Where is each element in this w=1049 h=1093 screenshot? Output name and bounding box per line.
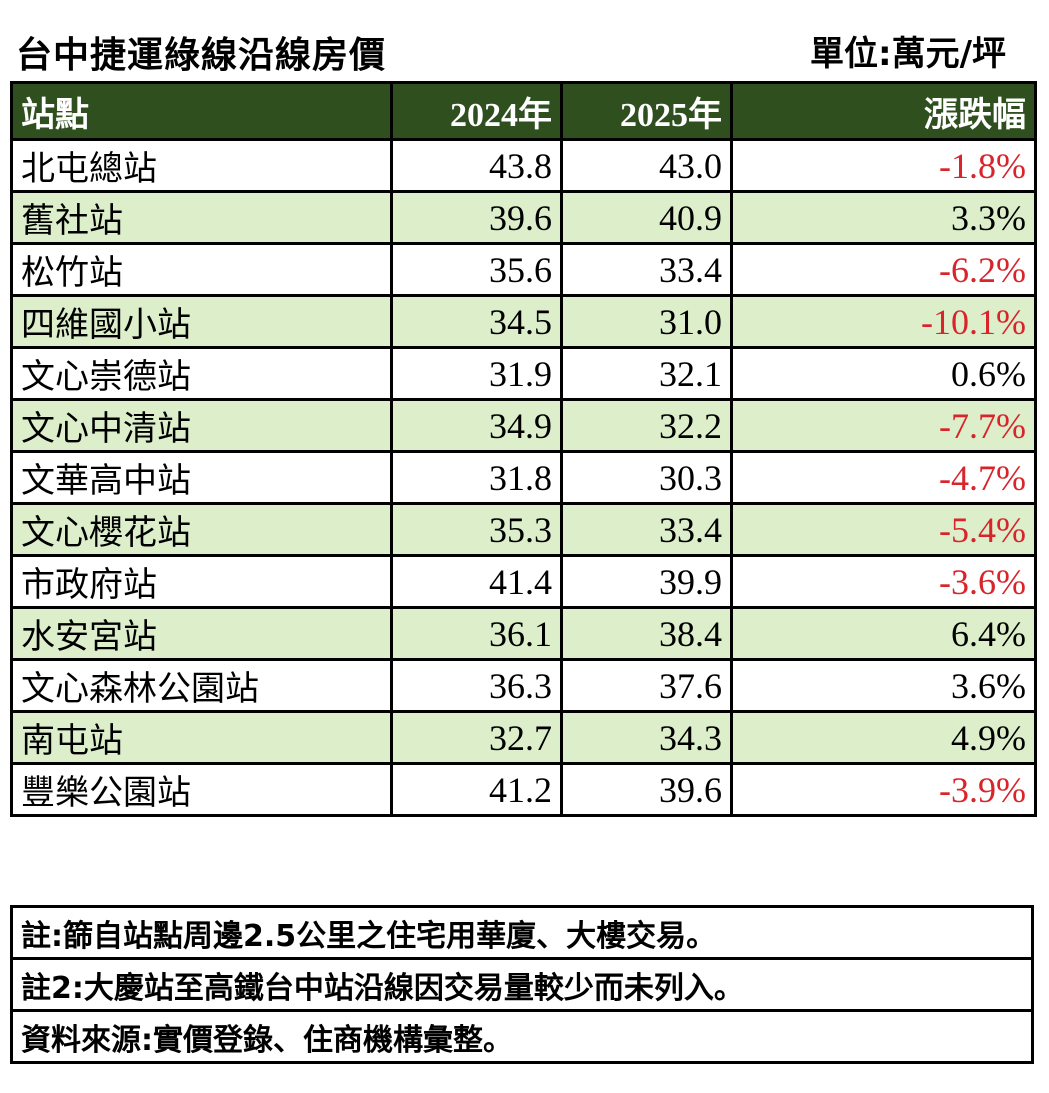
chart-title: 台中捷運綠線沿線房價 <box>16 35 387 76</box>
unit-label: 單位:萬元/坪 <box>809 34 1006 74</box>
change-cell: 3.3% <box>730 190 1037 245</box>
change-cell: -5.4% <box>730 502 1037 557</box>
station-cell: 南屯站 <box>10 710 393 765</box>
value-2024-cell: 36.1 <box>390 606 563 661</box>
value-2025-cell: 39.9 <box>560 554 733 609</box>
note-1: 註:篩自站點周邊2.5公里之住宅用華廈、大樓交易。 <box>10 905 1034 960</box>
change-cell: -3.6% <box>730 554 1037 609</box>
table-header-row: 站點 2024年 2025年 漲跌幅 <box>10 81 1037 141</box>
notes-table: 註:篩自站點周邊2.5公里之住宅用華廈、大樓交易。 註2:大慶站至高鐵台中站沿線… <box>10 905 1034 1064</box>
station-cell: 北屯總站 <box>10 138 393 193</box>
note-2: 註2:大慶站至高鐵台中站沿線因交易量較少而未列入。 <box>10 957 1034 1012</box>
table-row: 文華高中站 31.8 30.3 -4.7% <box>10 450 1037 505</box>
table-row: 四維國小站 34.5 31.0 -10.1% <box>10 294 1037 349</box>
value-2024-cell: 39.6 <box>390 190 563 245</box>
column-header-station: 站點 <box>10 81 393 141</box>
value-2024-cell: 34.5 <box>390 294 563 349</box>
change-cell: 6.4% <box>730 606 1037 661</box>
value-2025-cell: 32.2 <box>560 398 733 453</box>
table-row: 舊社站 39.6 40.9 3.3% <box>10 190 1037 245</box>
change-cell: 0.6% <box>730 346 1037 401</box>
station-cell: 舊社站 <box>10 190 393 245</box>
station-cell: 文心森林公園站 <box>10 658 393 713</box>
table-row: 南屯站 32.7 34.3 4.9% <box>10 710 1037 765</box>
value-2025-cell: 33.4 <box>560 502 733 557</box>
value-2025-cell: 32.1 <box>560 346 733 401</box>
value-2024-cell: 43.8 <box>390 138 563 193</box>
station-cell: 文心中清站 <box>10 398 393 453</box>
change-cell: -6.2% <box>730 242 1037 297</box>
table-row: 松竹站 35.6 33.4 -6.2% <box>10 242 1037 297</box>
value-2025-cell: 34.3 <box>560 710 733 765</box>
table-row: 文心櫻花站 35.3 33.4 -5.4% <box>10 502 1037 557</box>
value-2025-cell: 40.9 <box>560 190 733 245</box>
station-cell: 文華高中站 <box>10 450 393 505</box>
table-row: 豐樂公園站 41.2 39.6 -3.9% <box>10 762 1037 817</box>
change-cell: -1.8% <box>730 138 1037 193</box>
value-2024-cell: 35.3 <box>390 502 563 557</box>
table-row: 文心森林公園站 36.3 37.6 3.6% <box>10 658 1037 713</box>
value-2025-cell: 37.6 <box>560 658 733 713</box>
value-2024-cell: 41.4 <box>390 554 563 609</box>
station-cell: 水安宮站 <box>10 606 393 661</box>
table-row: 文心崇德站 31.9 32.1 0.6% <box>10 346 1037 401</box>
value-2025-cell: 43.0 <box>560 138 733 193</box>
station-cell: 豐樂公園站 <box>10 762 393 817</box>
price-table: 站點 2024年 2025年 漲跌幅 北屯總站 43.8 43.0 -1.8% 舊社站 3… <box>10 81 1037 817</box>
table-row: 北屯總站 43.8 43.0 -1.8% <box>10 138 1037 193</box>
table-row: 水安宮站 36.1 38.4 6.4% <box>10 606 1037 661</box>
value-2024-cell: 31.9 <box>390 346 563 401</box>
table-row: 文心中清站 34.9 32.2 -7.7% <box>10 398 1037 453</box>
column-header-2025: 2025年 <box>560 81 733 141</box>
station-cell: 松竹站 <box>10 242 393 297</box>
change-cell: -3.9% <box>730 762 1037 817</box>
value-2024-cell: 32.7 <box>390 710 563 765</box>
value-2025-cell: 39.6 <box>560 762 733 817</box>
column-header-change: 漲跌幅 <box>730 81 1037 141</box>
title-bar: 台中捷運綠線沿線房價 單位:萬元/坪 <box>10 20 1010 76</box>
value-2024-cell: 41.2 <box>390 762 563 817</box>
change-cell: 4.9% <box>730 710 1037 765</box>
value-2024-cell: 31.8 <box>390 450 563 505</box>
station-cell: 四維國小站 <box>10 294 393 349</box>
value-2025-cell: 31.0 <box>560 294 733 349</box>
value-2024-cell: 34.9 <box>390 398 563 453</box>
value-2025-cell: 33.4 <box>560 242 733 297</box>
value-2024-cell: 35.6 <box>390 242 563 297</box>
value-2024-cell: 36.3 <box>390 658 563 713</box>
value-2025-cell: 38.4 <box>560 606 733 661</box>
data-source-note: 資料來源:實價登錄、住商機構彙整。 <box>10 1009 1034 1064</box>
change-cell: -7.7% <box>730 398 1037 453</box>
station-cell: 市政府站 <box>10 554 393 609</box>
change-cell: -4.7% <box>730 450 1037 505</box>
station-cell: 文心櫻花站 <box>10 502 393 557</box>
table-body: 北屯總站 43.8 43.0 -1.8% 舊社站 39.6 40.9 3.3% 松竹站 35.6 3… <box>10 138 1037 817</box>
station-cell: 文心崇德站 <box>10 346 393 401</box>
change-cell: -10.1% <box>730 294 1037 349</box>
value-2025-cell: 30.3 <box>560 450 733 505</box>
column-header-2024: 2024年 <box>390 81 563 141</box>
change-cell: 3.6% <box>730 658 1037 713</box>
table-row: 市政府站 41.4 39.9 -3.6% <box>10 554 1037 609</box>
